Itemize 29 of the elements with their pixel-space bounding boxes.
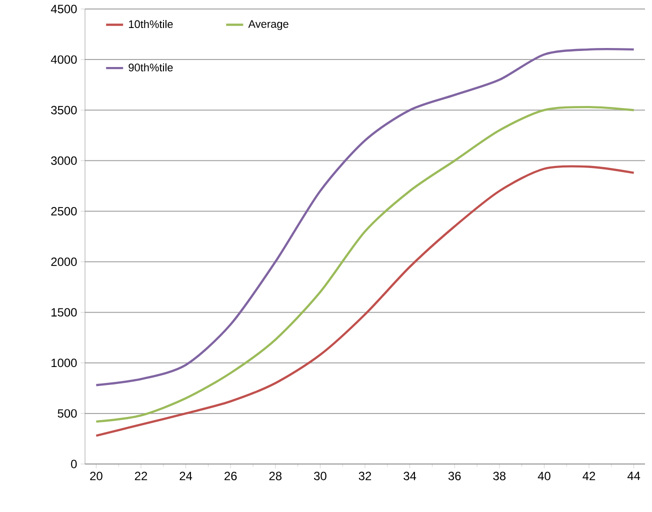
y-tick-label: 4000 bbox=[50, 55, 77, 64]
x-tick-label: 28 bbox=[269, 472, 282, 480]
y-tick-label: 500 bbox=[58, 409, 77, 418]
x-tick-label: 34 bbox=[404, 472, 416, 480]
x-tick-label: 42 bbox=[582, 472, 596, 480]
line-series bbox=[95, 48, 635, 386]
y-tick-label: 2000 bbox=[51, 258, 77, 266]
x-tick-label: 22 bbox=[134, 472, 148, 480]
legend-label: Average bbox=[248, 20, 288, 30]
x-tick-label: 44 bbox=[627, 472, 640, 480]
x-tick-label: 24 bbox=[180, 472, 192, 480]
legend-label: 10th%tile bbox=[129, 20, 173, 28]
line-series bbox=[95, 165, 635, 437]
x-tick-label: 26 bbox=[224, 472, 237, 480]
y-tick-label: 1000 bbox=[52, 358, 77, 368]
x-tick-label: 38 bbox=[493, 472, 506, 480]
legend-label: 90th%tile bbox=[128, 63, 173, 72]
y-tick-label: 3500 bbox=[51, 106, 77, 114]
x-tick-label: 20 bbox=[90, 472, 102, 480]
y-tick-label: 2500 bbox=[51, 206, 77, 216]
y-tick-label: 0 bbox=[71, 460, 77, 468]
y-tick-label: 4500 bbox=[50, 4, 77, 14]
y-tick-label: 1500 bbox=[52, 308, 77, 317]
x-tick-label: 30 bbox=[314, 472, 326, 480]
x-tick-label: 40 bbox=[538, 472, 550, 480]
line-series bbox=[95, 106, 635, 423]
x-tick-label: 32 bbox=[358, 472, 372, 480]
y-tick-label: 3000 bbox=[51, 156, 77, 165]
x-tick-label: 36 bbox=[448, 472, 461, 480]
